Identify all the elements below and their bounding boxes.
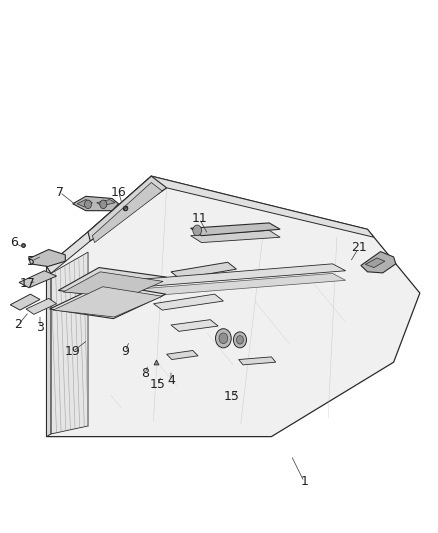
Text: 15: 15 bbox=[150, 378, 166, 391]
Polygon shape bbox=[29, 249, 65, 266]
Circle shape bbox=[85, 200, 92, 208]
Polygon shape bbox=[46, 176, 420, 437]
Circle shape bbox=[193, 225, 201, 236]
Polygon shape bbox=[46, 176, 374, 273]
Text: 7: 7 bbox=[56, 185, 64, 199]
Polygon shape bbox=[19, 271, 57, 288]
Text: 2: 2 bbox=[14, 319, 22, 332]
Text: 1: 1 bbox=[300, 475, 308, 488]
Polygon shape bbox=[63, 272, 163, 297]
Polygon shape bbox=[92, 182, 162, 243]
Polygon shape bbox=[153, 294, 223, 310]
Polygon shape bbox=[11, 294, 40, 310]
Polygon shape bbox=[46, 266, 51, 437]
Polygon shape bbox=[191, 223, 280, 236]
Text: 4: 4 bbox=[167, 374, 175, 387]
Text: 8: 8 bbox=[141, 367, 149, 381]
Text: 5: 5 bbox=[27, 255, 35, 268]
Polygon shape bbox=[51, 252, 88, 434]
Polygon shape bbox=[88, 273, 346, 300]
Polygon shape bbox=[77, 199, 92, 207]
Text: 21: 21 bbox=[351, 241, 367, 254]
Text: 15: 15 bbox=[224, 390, 240, 403]
Polygon shape bbox=[53, 287, 162, 317]
Polygon shape bbox=[239, 357, 276, 365]
Text: 19: 19 bbox=[65, 345, 81, 358]
Polygon shape bbox=[49, 284, 166, 319]
Circle shape bbox=[219, 333, 228, 344]
Text: 17: 17 bbox=[20, 277, 36, 290]
Polygon shape bbox=[97, 199, 115, 206]
Polygon shape bbox=[26, 298, 57, 314]
Polygon shape bbox=[73, 196, 119, 211]
Polygon shape bbox=[88, 176, 166, 241]
Text: 9: 9 bbox=[121, 345, 129, 358]
Circle shape bbox=[100, 200, 107, 208]
Polygon shape bbox=[191, 230, 280, 243]
Polygon shape bbox=[365, 258, 385, 268]
Text: 6: 6 bbox=[10, 236, 18, 249]
Polygon shape bbox=[166, 351, 198, 360]
Polygon shape bbox=[58, 268, 166, 300]
Text: 11: 11 bbox=[191, 212, 207, 225]
Circle shape bbox=[237, 336, 244, 344]
Circle shape bbox=[233, 332, 247, 348]
Polygon shape bbox=[361, 252, 396, 273]
Circle shape bbox=[215, 329, 231, 348]
Text: 16: 16 bbox=[111, 185, 127, 199]
Polygon shape bbox=[171, 320, 218, 332]
Text: 3: 3 bbox=[36, 321, 44, 334]
Polygon shape bbox=[88, 264, 346, 290]
Polygon shape bbox=[171, 262, 237, 279]
